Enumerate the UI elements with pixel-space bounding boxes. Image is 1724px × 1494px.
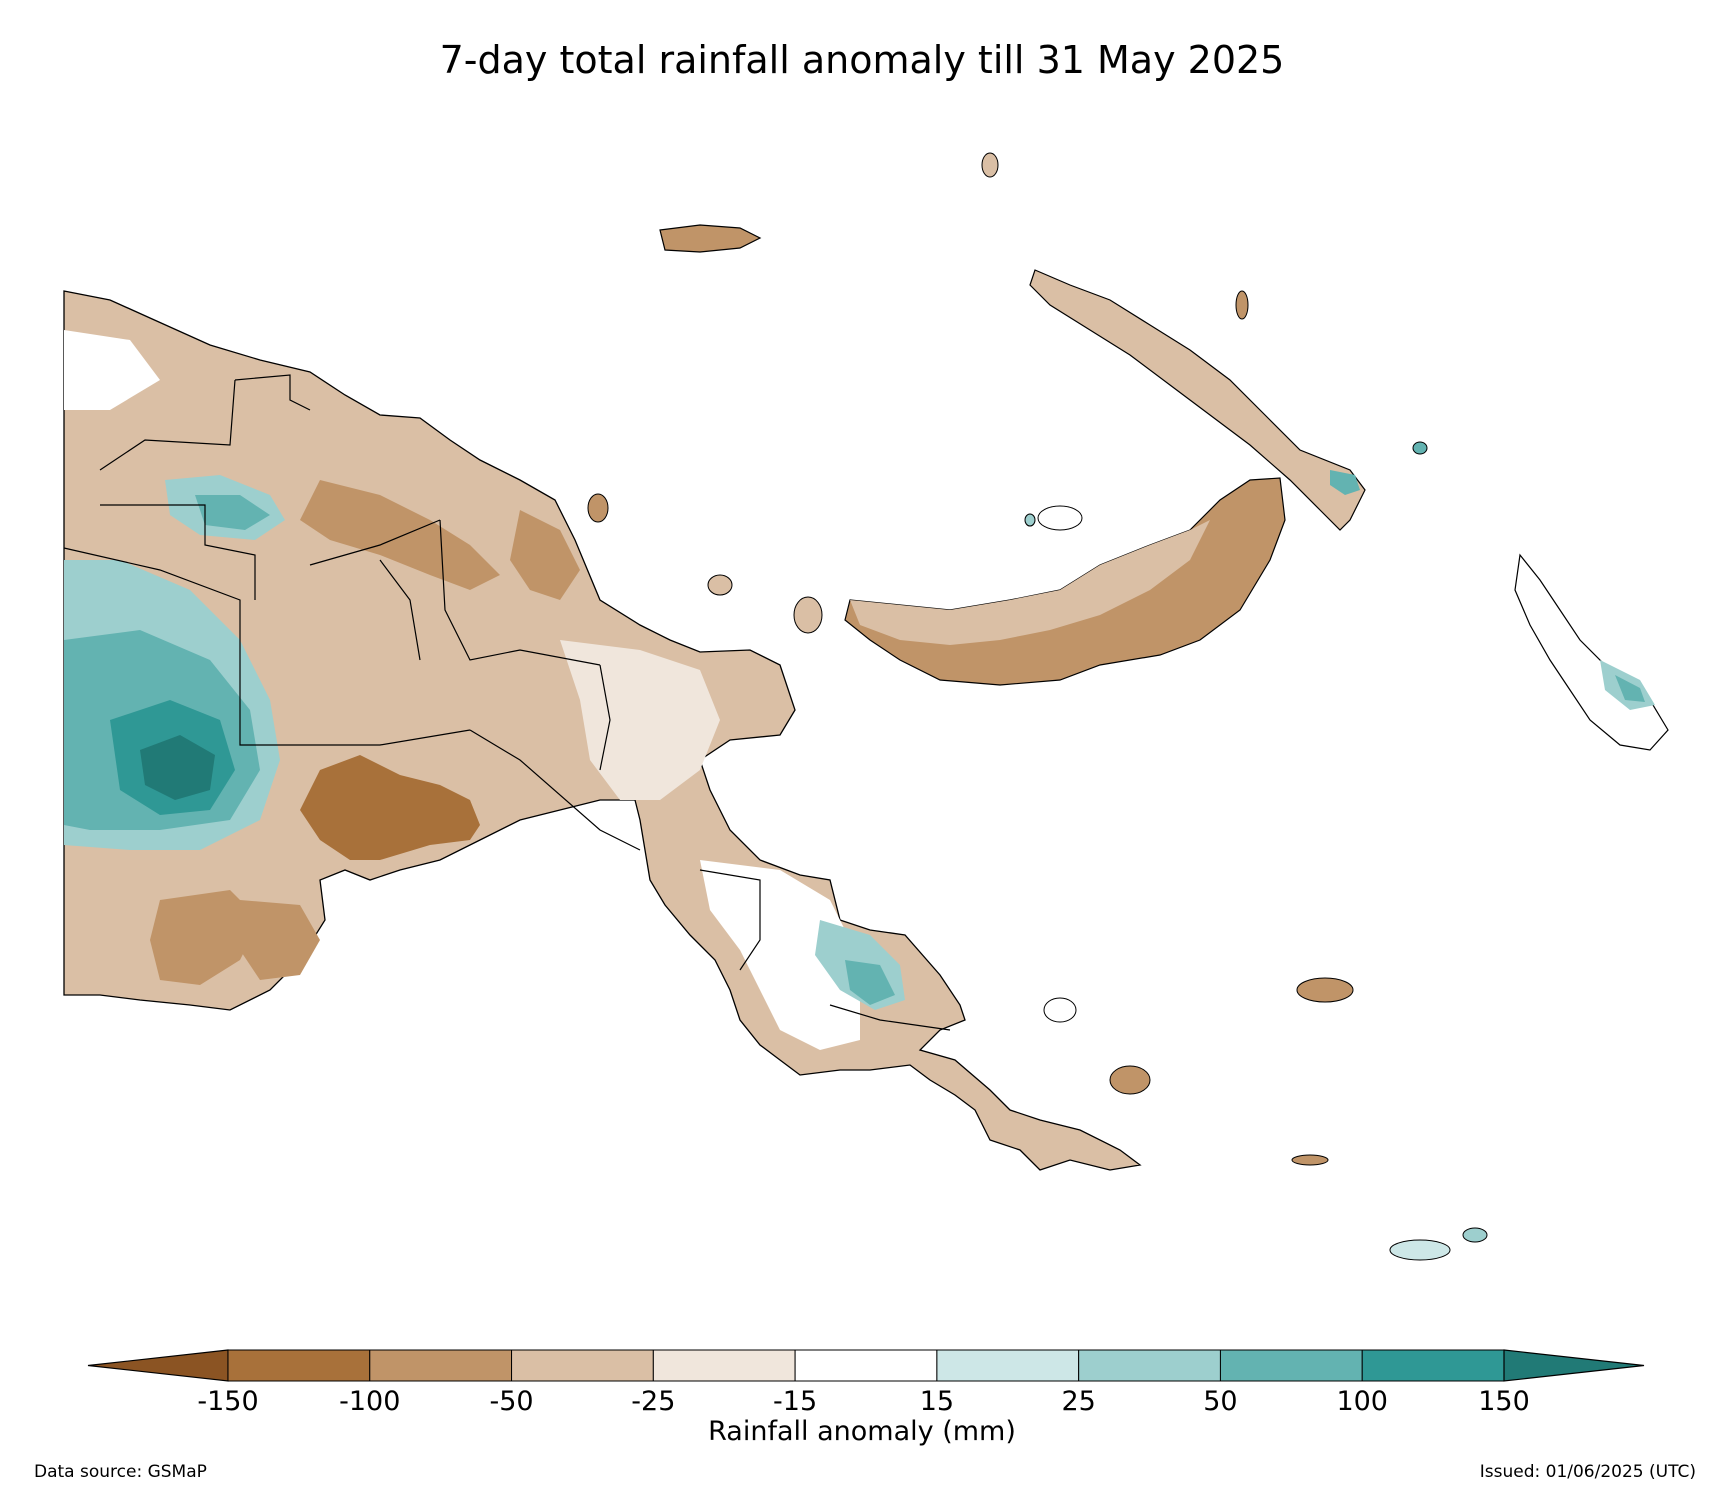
colorbar-tick-label: 50	[1203, 1386, 1238, 1417]
colorbar-tick-label: 15	[919, 1386, 955, 1417]
colorbar-tick-label: -15	[773, 1386, 818, 1417]
manus-island	[659, 224, 762, 253]
colorbar-bin	[936, 1349, 1080, 1382]
small-islands	[587, 152, 1488, 1261]
data-source-text: Data source: GSMaP	[34, 1462, 207, 1482]
new-ireland-island	[1029, 269, 1366, 531]
deficit-zone-fly	[240, 900, 320, 980]
deficit-zone-southwest	[150, 890, 260, 985]
bougainville-wet-core	[1615, 675, 1645, 702]
strong-deficit-zone	[300, 755, 480, 860]
colorbar-bin	[369, 1349, 513, 1382]
colorbar-extend-low	[87, 1349, 229, 1382]
colorbar-bin	[1219, 1349, 1363, 1382]
neutral-zone-southeast	[700, 860, 860, 1050]
new-britain-deficit-strip	[850, 520, 1210, 645]
neutral-zone-west	[64, 330, 160, 410]
colorbar-extend-high	[1503, 1349, 1645, 1382]
colorbar-tick-label: 150	[1478, 1386, 1530, 1417]
colorbar-bin	[794, 1349, 938, 1382]
wet-zone-north-core	[195, 495, 270, 530]
province-boundaries	[63, 374, 951, 1031]
colorbar-tick-label: 25	[1061, 1386, 1096, 1417]
map-title: 7-day total rainfall anomaly till 31 May…	[439, 38, 1285, 82]
colorbar-label: Rainfall anomaly (mm)	[708, 1416, 1016, 1447]
colorbar-tick-label: -100	[339, 1386, 401, 1417]
colorbar-tick-label: 100	[1336, 1386, 1388, 1417]
new-ireland-wet-patch	[1330, 470, 1360, 495]
deficit-zone-north	[300, 480, 500, 590]
wet-zone-west-peak	[140, 735, 215, 800]
colorbar-bin	[1361, 1349, 1505, 1382]
issued-date-text: Issued: 01/06/2025 (UTC)	[1479, 1462, 1696, 1482]
colorbar-bin	[1078, 1349, 1221, 1382]
colorbar-tick-label: -50	[489, 1386, 534, 1417]
wet-zone-southeast-core	[845, 960, 895, 1005]
colorbar-bin	[652, 1349, 796, 1382]
colorbar-bin	[227, 1349, 371, 1382]
colorbar-bin	[511, 1349, 654, 1382]
colorbar-tick-label: -150	[197, 1386, 259, 1417]
colorbar-tick-label: -25	[631, 1386, 676, 1417]
deficit-zone-sepik	[510, 510, 580, 600]
light-deficit-central	[560, 640, 720, 800]
